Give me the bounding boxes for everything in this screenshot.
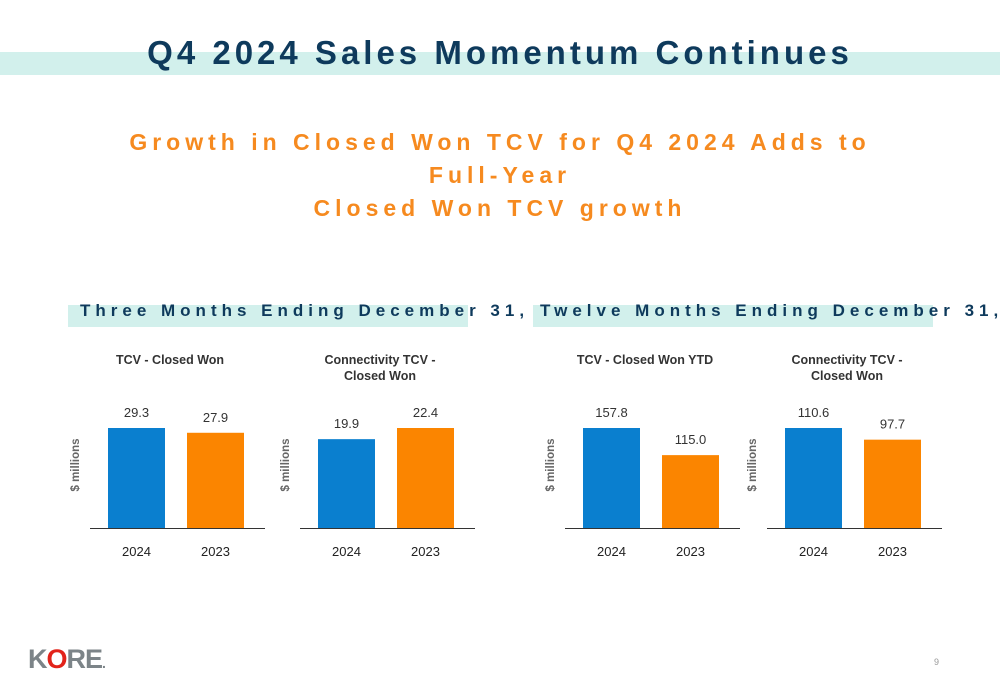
- kore-logo: KORE.: [28, 644, 106, 674]
- x-tick-label: 2024: [122, 544, 151, 559]
- title-band: [0, 52, 1000, 75]
- chart-title-line: Connectivity TCV -: [324, 353, 435, 367]
- bar-2024: [583, 428, 640, 528]
- chart-connectivity-tcv-twelve-months: Connectivity TCV - Closed Won $ millions 11…: [747, 353, 942, 559]
- section-heading-three-months: Three Months Ending December 31,: [80, 301, 530, 320]
- chart-title-line: TCV - Closed Won YTD: [577, 353, 713, 367]
- bar-2023: [397, 428, 454, 528]
- subtitle-line-1: Growth in Closed Won TCV for Q4 2024 Add…: [129, 129, 871, 188]
- y-axis-label: $ millions: [545, 438, 557, 491]
- bar-2023: [864, 439, 921, 528]
- section-band-twelve-months: [533, 305, 933, 327]
- data-label: 157.8: [595, 405, 628, 420]
- bar-2023: [662, 455, 719, 528]
- x-tick-label: 2023: [201, 544, 230, 559]
- page-subtitle: Growth in Closed Won TCV for Q4 2024 Add…: [100, 126, 900, 225]
- chart-tcv-closed-won-ytd: TCV - Closed Won YTD $ millions 157.8 2024 1…: [545, 353, 740, 559]
- data-label: 115.0: [675, 432, 707, 447]
- section-heading-twelve-months: Twelve Months Ending December 31,: [540, 301, 1000, 320]
- chart-connectivity-tcv-three-months: Connectivity TCV - Closed Won $ millions 19…: [280, 353, 475, 559]
- chart-title-line: Closed Won: [344, 369, 416, 383]
- y-axis-label: $ millions: [747, 438, 759, 491]
- page-number: 9: [934, 657, 940, 667]
- data-label: 29.3: [124, 405, 149, 420]
- data-label: 110.6: [798, 405, 830, 420]
- chart-title-line: TCV - Closed Won: [116, 353, 224, 367]
- chart-title-line: Connectivity TCV -: [791, 353, 902, 367]
- x-tick-label: 2023: [878, 544, 907, 559]
- y-axis-label: $ millions: [280, 438, 292, 491]
- page-title: Q4 2024 Sales Momentum Continues: [147, 34, 853, 71]
- data-label: 19.9: [334, 416, 359, 431]
- x-tick-label: 2023: [411, 544, 440, 559]
- chart-tcv-closed-won: TCV - Closed Won $ millions 29.3 2024 27.9 20…: [70, 353, 265, 559]
- bar-2024: [108, 428, 165, 528]
- y-axis-label: $ millions: [70, 438, 82, 491]
- x-tick-label: 2024: [597, 544, 626, 559]
- subtitle-line-2: Closed Won TCV growth: [313, 195, 687, 221]
- bar-2024: [318, 439, 375, 528]
- bar-2024: [785, 428, 842, 528]
- section-band-three-months: [68, 305, 468, 327]
- data-label: 97.7: [880, 417, 905, 432]
- x-tick-label: 2024: [799, 544, 828, 559]
- x-tick-label: 2024: [332, 544, 361, 559]
- bar-2023: [187, 432, 244, 528]
- x-tick-label: 2023: [676, 544, 705, 559]
- chart-title-line: Closed Won: [811, 369, 883, 383]
- data-label: 27.9: [203, 410, 228, 425]
- data-label: 22.4: [413, 405, 438, 420]
